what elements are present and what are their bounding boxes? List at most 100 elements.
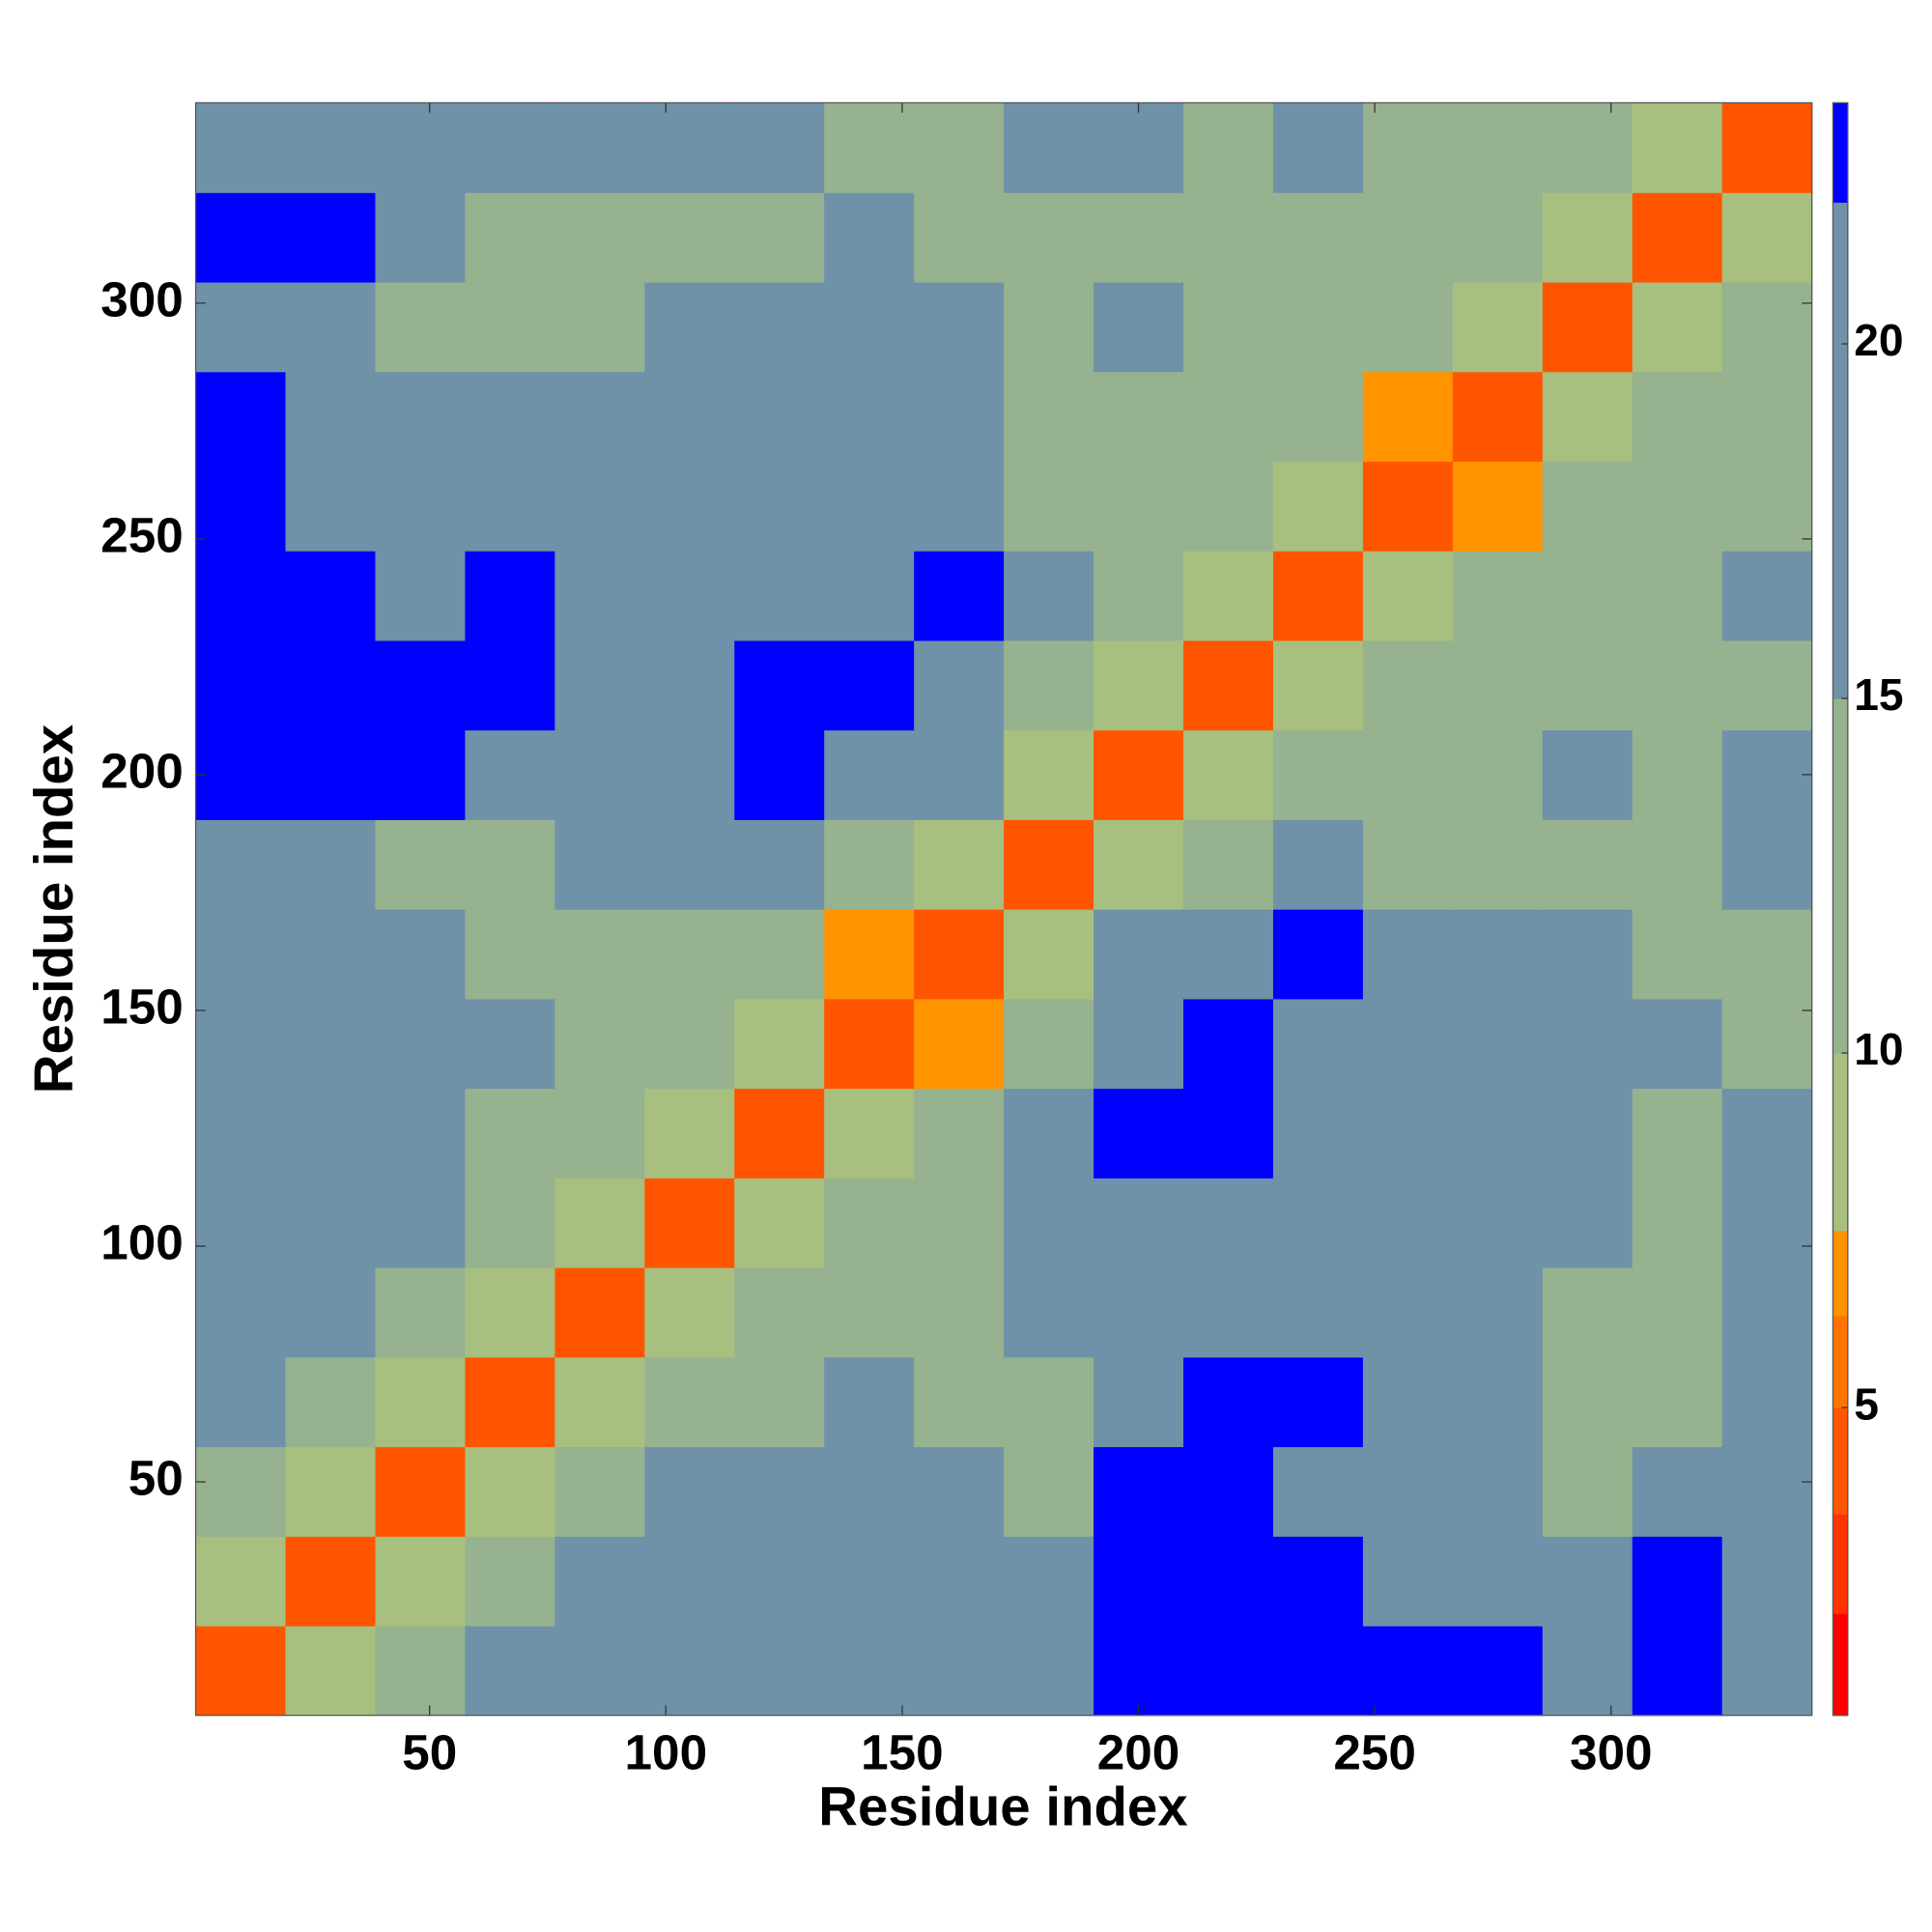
heatmap-cell bbox=[195, 998, 287, 1090]
heatmap-cell bbox=[644, 1088, 735, 1179]
heatmap-cell bbox=[285, 729, 377, 820]
heatmap-cell bbox=[1362, 551, 1454, 641]
colorbar-tick-label: 10 bbox=[1854, 1024, 1903, 1074]
heatmap-cell bbox=[375, 461, 467, 552]
heatmap-cell bbox=[465, 281, 555, 373]
heatmap-cell bbox=[1004, 1446, 1094, 1537]
heatmap-cell bbox=[1272, 1178, 1364, 1268]
heatmap-cell bbox=[1721, 371, 1813, 462]
heatmap-cell bbox=[1183, 281, 1274, 373]
heatmap-cell bbox=[1183, 639, 1274, 731]
heatmap-cell bbox=[1452, 639, 1544, 731]
heatmap-cell bbox=[1094, 1446, 1184, 1537]
heatmap-cell bbox=[195, 1446, 287, 1537]
heatmap-cell bbox=[1272, 1536, 1364, 1627]
heatmap-cell bbox=[195, 461, 287, 552]
heatmap-cell bbox=[1004, 551, 1094, 641]
heatmap-cell bbox=[1362, 819, 1454, 910]
heatmap-cell bbox=[824, 461, 915, 552]
colorbar-segment bbox=[1833, 1315, 1848, 1408]
heatmap-cell bbox=[554, 1625, 645, 1717]
heatmap-cell bbox=[465, 1536, 555, 1627]
heatmap-cell bbox=[734, 371, 825, 462]
heatmap-cell bbox=[285, 1536, 377, 1627]
heatmap-cell bbox=[1632, 281, 1723, 373]
heatmap-cell bbox=[1632, 1536, 1723, 1627]
heatmap-cell bbox=[824, 729, 915, 820]
heatmap-cell bbox=[195, 1088, 287, 1179]
heatmap-cell bbox=[1094, 1536, 1184, 1627]
heatmap-cell bbox=[1362, 1536, 1454, 1627]
heatmap-cell bbox=[914, 819, 1005, 910]
heatmap-cell bbox=[914, 192, 1005, 283]
heatmap-cell bbox=[824, 1625, 915, 1717]
heatmap-cell bbox=[1721, 551, 1813, 641]
heatmap-cell bbox=[375, 371, 467, 462]
heatmap-cell bbox=[375, 1088, 467, 1179]
colorbar-segment bbox=[1833, 1053, 1848, 1232]
heatmap-cell bbox=[465, 1356, 555, 1448]
heatmap-cell bbox=[554, 371, 645, 462]
heatmap-cell bbox=[554, 1088, 645, 1179]
heatmap-cell bbox=[375, 1446, 467, 1537]
heatmap-cell bbox=[1004, 281, 1094, 373]
y-axis-label: Residue index bbox=[23, 724, 84, 1094]
heatmap-cell bbox=[1272, 192, 1364, 283]
heatmap-cell bbox=[1721, 192, 1813, 283]
heatmap-cell bbox=[465, 1088, 555, 1179]
heatmap-cell bbox=[644, 1356, 735, 1448]
x-tick-label: 300 bbox=[1570, 1724, 1653, 1779]
heatmap-cell bbox=[1452, 998, 1544, 1090]
heatmap-cell bbox=[914, 1356, 1005, 1448]
heatmap-cell bbox=[554, 909, 645, 1000]
heatmap-cell bbox=[1721, 909, 1813, 1000]
heatmap-cell bbox=[465, 1625, 555, 1717]
heatmap-cell bbox=[1632, 1178, 1723, 1268]
heatmap-cell bbox=[1721, 102, 1813, 193]
heatmap-cell bbox=[644, 729, 735, 820]
heatmap-cell bbox=[734, 1266, 825, 1358]
heatmap-cell bbox=[465, 461, 555, 552]
heatmap-cell bbox=[285, 102, 377, 193]
heatmap-cell bbox=[734, 1178, 825, 1268]
heatmap-cell bbox=[465, 998, 555, 1090]
heatmap-cell bbox=[375, 551, 467, 641]
heatmap-cell bbox=[644, 551, 735, 641]
heatmap-cell bbox=[734, 281, 825, 373]
heatmap-cell bbox=[1272, 1266, 1364, 1358]
heatmap-cell bbox=[644, 281, 735, 373]
heatmap-cell bbox=[1632, 1446, 1723, 1537]
heatmap-cell bbox=[1452, 461, 1544, 552]
heatmap-cell bbox=[914, 1178, 1005, 1268]
y-tick-label: 250 bbox=[100, 507, 184, 562]
colorbar-segment bbox=[1833, 1514, 1848, 1614]
heatmap-cell bbox=[465, 192, 555, 283]
heatmap-cell bbox=[1632, 729, 1723, 820]
heatmap-cell bbox=[824, 1356, 915, 1448]
heatmap-cell bbox=[195, 281, 287, 373]
heatmap-cell bbox=[465, 639, 555, 731]
heatmap-cell bbox=[1632, 1088, 1723, 1179]
x-tick-label: 200 bbox=[1097, 1724, 1180, 1779]
heatmap-cell bbox=[824, 1178, 915, 1268]
heatmap-cell bbox=[914, 371, 1005, 462]
heatmap-cell bbox=[1004, 729, 1094, 820]
x-tick-label: 50 bbox=[402, 1724, 457, 1779]
heatmap-cell bbox=[1452, 1178, 1544, 1268]
heatmap-cell bbox=[1542, 192, 1634, 283]
heatmap-cell bbox=[1452, 1446, 1544, 1537]
heatmap-cell bbox=[1542, 1356, 1634, 1448]
heatmap-cell bbox=[1632, 998, 1723, 1090]
heatmap-cell bbox=[644, 1536, 735, 1627]
x-tick-label: 150 bbox=[861, 1724, 944, 1779]
colorbar-tick-label: 5 bbox=[1854, 1378, 1879, 1429]
heatmap-cell bbox=[1632, 461, 1723, 552]
heatmap-cell bbox=[914, 1266, 1005, 1358]
heatmap-cell bbox=[1542, 461, 1634, 552]
heatmap-cell bbox=[914, 729, 1005, 820]
heatmap-cell bbox=[1632, 371, 1723, 462]
heatmap-cell bbox=[1721, 1356, 1813, 1448]
heatmap-cell bbox=[644, 371, 735, 462]
colorbar-segment bbox=[1833, 202, 1848, 699]
heatmap-cell bbox=[1721, 281, 1813, 373]
